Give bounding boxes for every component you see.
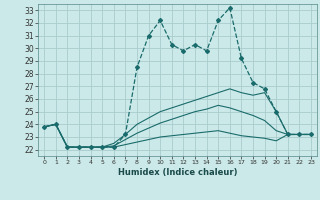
X-axis label: Humidex (Indice chaleur): Humidex (Indice chaleur) [118, 168, 237, 177]
